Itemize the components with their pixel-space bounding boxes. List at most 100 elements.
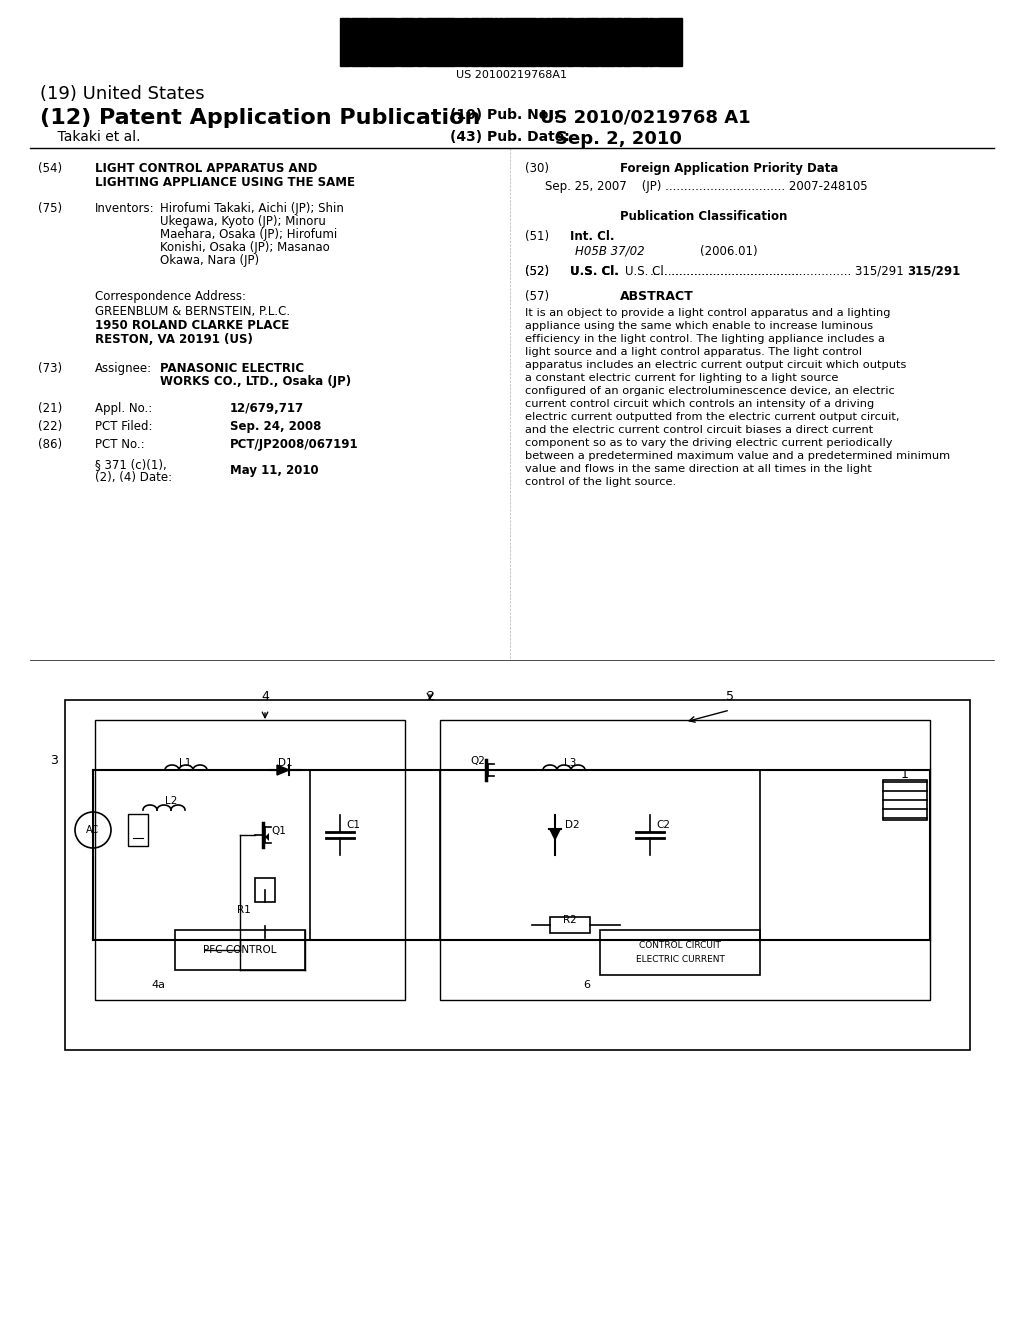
Bar <box>645 18 648 66</box>
Bar <box>657 18 660 66</box>
Bar <box>514 18 515 66</box>
Text: R2: R2 <box>563 915 577 925</box>
Text: Int. Cl.: Int. Cl. <box>570 230 614 243</box>
Text: light source and a light control apparatus. The light control: light source and a light control apparat… <box>525 347 862 356</box>
Text: PFC CONTROL: PFC CONTROL <box>203 945 276 954</box>
Bar <box>354 18 355 66</box>
Text: appliance using the same which enable to increase luminous: appliance using the same which enable to… <box>525 321 873 331</box>
Bar <box>374 18 379 66</box>
Bar <box>356 18 357 66</box>
Text: Ukegawa, Kyoto (JP); Minoru: Ukegawa, Kyoto (JP); Minoru <box>160 215 326 228</box>
Bar <box>610 18 611 66</box>
Text: Publication Classification: Publication Classification <box>620 210 787 223</box>
Text: PCT Filed:: PCT Filed: <box>95 420 153 433</box>
Text: Q2: Q2 <box>470 756 485 766</box>
Text: C1: C1 <box>346 820 360 830</box>
Text: (19) United States: (19) United States <box>40 84 205 103</box>
Text: current control circuit which controls an intensity of a driving: current control circuit which controls a… <box>525 399 874 409</box>
Bar <box>600 931 760 975</box>
Text: 4a: 4a <box>151 979 165 990</box>
Bar <box>626 18 628 66</box>
Bar <box>585 18 588 66</box>
Bar <box>440 719 930 1001</box>
Polygon shape <box>278 766 289 775</box>
Text: U.S. Cl. ................................................ 315/291: U.S. Cl. ...............................… <box>625 265 904 279</box>
Text: (75): (75) <box>38 202 62 215</box>
Bar <box>452 18 455 66</box>
Bar <box>424 18 425 66</box>
Text: value and flows in the same direction at all times in the light: value and flows in the same direction at… <box>525 465 871 474</box>
Bar <box>566 18 569 66</box>
Text: Hirofumi Takaki, Aichi (JP); Shin: Hirofumi Takaki, Aichi (JP); Shin <box>160 202 344 215</box>
Bar <box>615 18 618 66</box>
Bar <box>655 18 657 66</box>
Bar <box>618 18 622 66</box>
Text: (30): (30) <box>525 162 549 176</box>
Bar <box>128 814 148 846</box>
Bar <box>522 18 523 66</box>
Bar <box>458 18 459 66</box>
Text: Q1: Q1 <box>271 826 286 836</box>
Text: Maehara, Osaka (JP); Hirofumi: Maehara, Osaka (JP); Hirofumi <box>160 228 337 242</box>
Bar <box>409 18 411 66</box>
Bar <box>95 719 406 1001</box>
Text: (51): (51) <box>525 230 549 243</box>
Bar <box>544 18 545 66</box>
Bar <box>551 18 554 66</box>
Text: GREENBLUM & BERNSTEIN, P.L.C.: GREENBLUM & BERNSTEIN, P.L.C. <box>95 305 290 318</box>
Bar <box>612 18 615 66</box>
Text: a constant electric current for lighting to a light source: a constant electric current for lighting… <box>525 374 839 383</box>
Text: Takaki et al.: Takaki et al. <box>40 129 140 144</box>
Bar <box>594 18 596 66</box>
Bar <box>554 18 555 66</box>
Bar <box>255 878 275 902</box>
Text: Konishi, Osaka (JP); Masanao: Konishi, Osaka (JP); Masanao <box>160 242 330 253</box>
Text: (2), (4) Date:: (2), (4) Date: <box>95 471 172 484</box>
Bar <box>534 18 536 66</box>
Bar <box>474 18 475 66</box>
Bar <box>507 18 512 66</box>
Bar <box>358 18 359 66</box>
Text: (2006.01): (2006.01) <box>700 246 758 257</box>
Bar <box>470 18 473 66</box>
Text: (86): (86) <box>38 438 62 451</box>
Bar <box>340 18 341 66</box>
Text: D1: D1 <box>278 758 292 768</box>
Bar <box>570 18 573 66</box>
Text: LIGHT CONTROL APPARATUS AND: LIGHT CONTROL APPARATUS AND <box>95 162 317 176</box>
Bar <box>456 18 457 66</box>
Bar <box>392 18 395 66</box>
Bar <box>350 18 353 66</box>
Bar <box>342 18 346 66</box>
Bar <box>592 18 594 66</box>
Bar <box>623 18 626 66</box>
Text: WORKS CO., LTD., Osaka (JP): WORKS CO., LTD., Osaka (JP) <box>160 375 351 388</box>
Bar <box>175 931 305 970</box>
Text: efficiency in the light control. The lighting appliance includes a: efficiency in the light control. The lig… <box>525 334 885 345</box>
Text: control of the light source.: control of the light source. <box>525 477 676 487</box>
Bar <box>643 18 644 66</box>
Bar <box>518 18 519 66</box>
Bar <box>494 18 498 66</box>
Bar <box>520 18 521 66</box>
Bar <box>596 18 599 66</box>
Bar <box>665 18 667 66</box>
Bar <box>388 18 389 66</box>
Bar <box>679 18 682 66</box>
Bar <box>499 18 503 66</box>
Text: 6: 6 <box>583 979 590 990</box>
Text: configured of an organic electroluminescence device, an electric: configured of an organic electroluminesc… <box>525 385 895 396</box>
Text: Sep. 24, 2008: Sep. 24, 2008 <box>230 420 322 433</box>
Bar <box>397 18 399 66</box>
Bar <box>485 18 489 66</box>
Text: PCT/JP2008/067191: PCT/JP2008/067191 <box>230 438 358 451</box>
Bar <box>634 18 635 66</box>
Text: 315/291: 315/291 <box>906 265 961 279</box>
Bar <box>539 18 543 66</box>
Bar <box>347 18 350 66</box>
Text: Assignee:: Assignee: <box>95 362 153 375</box>
Bar <box>386 18 387 66</box>
Text: and the electric current control circuit biases a direct current: and the electric current control circuit… <box>525 425 873 436</box>
Text: electric current outputted from the electric current output circuit,: electric current outputted from the elec… <box>525 412 899 422</box>
Text: L2: L2 <box>165 796 177 807</box>
